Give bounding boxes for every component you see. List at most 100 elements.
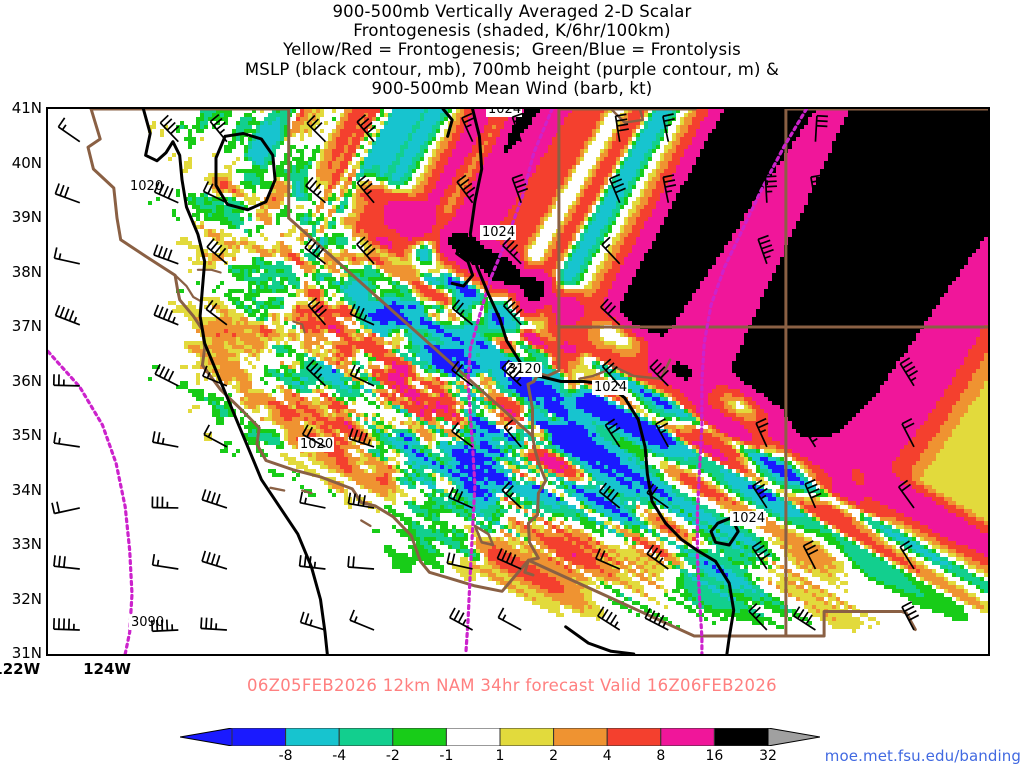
mslp-contour-label: 1024 xyxy=(488,109,521,117)
colorbar-tick-label: -1 xyxy=(439,748,454,764)
wind-barb xyxy=(51,501,80,515)
wind-barb xyxy=(53,432,80,448)
forecast-caption: 06Z05FEB2026 12km NAM 34hr forecast Vali… xyxy=(247,676,777,695)
wind-barb xyxy=(52,374,80,387)
wind-barb xyxy=(649,297,669,326)
wind-barb xyxy=(150,619,179,633)
colorbar-segment xyxy=(499,727,555,747)
mslp-contour-label: 1024 xyxy=(594,380,627,395)
wind-barb xyxy=(455,235,474,265)
wind-barb xyxy=(347,555,375,570)
title-line-5: 900-500mb Mean Wind (barb, kt) xyxy=(371,78,653,98)
wind-barb xyxy=(299,491,326,509)
contour-labels: 1020 1024 1024 1024 1020 1024 3120 3090 xyxy=(128,109,766,630)
wind-barb xyxy=(808,296,822,326)
wind-barb xyxy=(608,173,626,204)
wind-barb xyxy=(348,428,375,448)
title-line-1: 900-500mb Vertically Averaged 2-D Scalar xyxy=(332,2,692,21)
wind-barb xyxy=(913,175,927,203)
wind-barb xyxy=(206,238,228,265)
wind-barb xyxy=(646,483,669,509)
colorbar-segment xyxy=(553,727,608,747)
height-contour-label: 3090 xyxy=(131,615,164,630)
frontogenesis-shading xyxy=(148,109,988,633)
wind-barb xyxy=(205,299,228,326)
lat-tick-label: 34N xyxy=(11,480,42,499)
wind-barb xyxy=(356,236,376,265)
wind-barb xyxy=(601,358,621,387)
wind-barbs xyxy=(51,112,927,633)
wind-barb xyxy=(201,550,228,570)
wind-barb xyxy=(814,114,828,142)
lat-tick-label: 36N xyxy=(11,371,42,390)
wind-barb xyxy=(306,114,327,143)
wind-barb xyxy=(456,174,476,204)
lat-tick-label: 31N xyxy=(11,644,42,662)
wind-barb xyxy=(502,237,522,265)
wind-barb xyxy=(304,238,326,265)
wind-barb xyxy=(54,304,81,326)
wind-barb xyxy=(497,607,522,631)
wind-barb xyxy=(511,173,529,204)
colorbar-segment xyxy=(713,727,769,747)
wind-barb xyxy=(461,112,475,143)
wind-barb xyxy=(200,617,227,631)
title-line-3: Yellow/Red = Frontogenesis; Green/Blue =… xyxy=(283,40,741,60)
wind-barb xyxy=(901,601,920,631)
wind-barb xyxy=(153,244,179,265)
colorbar-segment xyxy=(445,727,501,747)
colorbar-over-arrow xyxy=(767,727,821,747)
wind-barb xyxy=(449,607,473,631)
wind-barb xyxy=(655,418,670,448)
wind-barb xyxy=(757,234,774,265)
wind-barb xyxy=(802,540,819,570)
wind-barb xyxy=(511,112,525,142)
colorbar-tick-label: 2 xyxy=(549,748,559,764)
wind-barb xyxy=(299,611,326,631)
colorbar-tick-label: 8 xyxy=(656,748,666,764)
wind-barb xyxy=(349,303,375,326)
wind-barb xyxy=(203,424,228,448)
wind-barb xyxy=(752,479,768,509)
wind-barb xyxy=(810,174,824,203)
wind-barb xyxy=(646,544,669,570)
wind-barb xyxy=(153,181,179,204)
map-plot-area[interactable]: 1020 1024 1024 1024 1020 1024 3120 3090 xyxy=(46,107,990,656)
colorbar-tick-label: 32 xyxy=(759,748,777,764)
wind-barb xyxy=(202,181,228,204)
wind-barb xyxy=(159,114,180,143)
wind-barb xyxy=(448,486,473,509)
wind-barb xyxy=(755,417,769,448)
wind-barb xyxy=(451,421,474,448)
colorbar-segment xyxy=(231,727,287,747)
wind-barb xyxy=(760,296,775,326)
wind-barb xyxy=(202,365,228,387)
lat-tick-label: 38N xyxy=(11,262,42,281)
colorbar-tick-label: -2 xyxy=(385,748,400,764)
wind-barb xyxy=(298,555,326,570)
map-canvas: 1020 1024 1024 1024 1020 1024 3120 3090 xyxy=(48,109,988,654)
wind-barb xyxy=(598,482,621,509)
height-contour-label: 3120 xyxy=(508,362,541,377)
wind-barb xyxy=(154,363,179,387)
lat-tick-label: 32N xyxy=(11,589,42,608)
lat-tick-label: 41N xyxy=(11,99,42,117)
source-watermark: moe.met.fsu.edu/banding xyxy=(824,747,1021,765)
colorbar-tick-label: 4 xyxy=(602,748,612,764)
wind-barb xyxy=(151,554,179,570)
wind-barb xyxy=(57,117,81,143)
wind-barb xyxy=(451,360,474,387)
wind-barb xyxy=(662,113,675,142)
wind-barb xyxy=(595,548,621,570)
wind-barb xyxy=(662,174,677,203)
wind-barb xyxy=(901,417,915,448)
wind-barb xyxy=(644,607,669,631)
colorbar-segment xyxy=(606,727,662,747)
wind-barb xyxy=(307,297,327,326)
wind-barb xyxy=(151,496,179,509)
chart-title: 900-500mb Vertically Averaged 2-D Scalar… xyxy=(0,2,1024,98)
wind-barb xyxy=(151,431,179,448)
colorbar-tick-label: 1 xyxy=(495,748,505,764)
wind-barb xyxy=(446,552,473,570)
colorbar: -8 -4 -2 -1 1 2 4 8 16 32 xyxy=(179,727,821,763)
